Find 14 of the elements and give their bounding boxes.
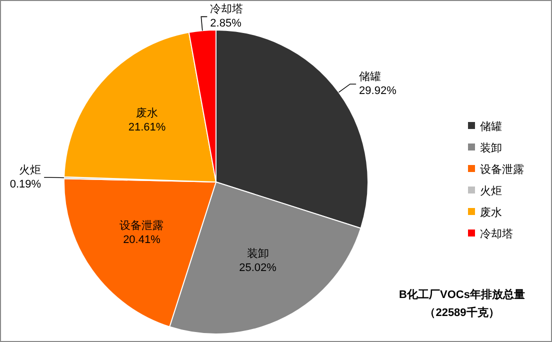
slice-label: 火炬 [19, 163, 42, 176]
text: B化工厂VOCs年排放总量 [399, 288, 525, 301]
data-label: 0.19% [10, 178, 42, 190]
data-label: 2.85% [210, 18, 242, 30]
data-label: 29.92% [359, 85, 397, 98]
slice-label: 储罐 [359, 71, 382, 84]
legend-label: 储罐 [480, 121, 502, 133]
legend-label: 冷却塔 [480, 228, 513, 240]
slice-label: 冷却塔 [210, 2, 244, 16]
legend-label: 废水 [480, 206, 502, 219]
legend-label: 设备泄露 [480, 163, 524, 176]
text: （22589千克） [424, 306, 500, 319]
legend-label: 装卸 [480, 142, 502, 154]
legend-label: 火炬 [480, 184, 502, 198]
